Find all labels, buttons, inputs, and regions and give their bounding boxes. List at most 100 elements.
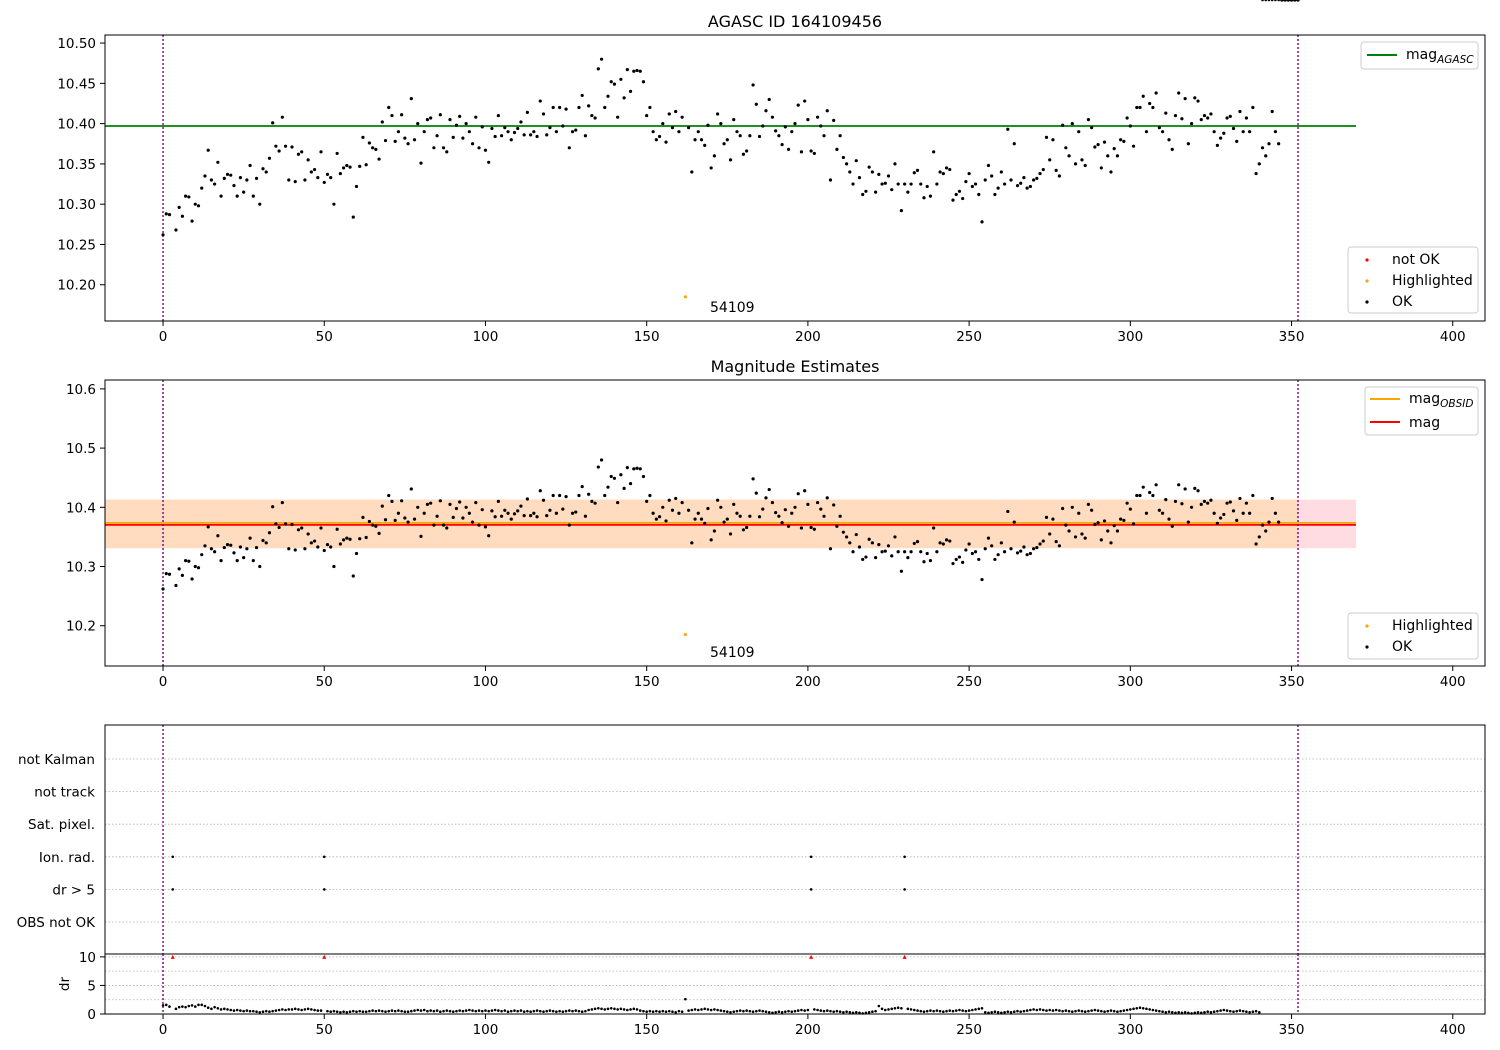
panel1-ok-point xyxy=(912,171,916,175)
panel2-ok-point xyxy=(654,517,658,521)
panel1-ok-point xyxy=(951,198,955,202)
panel4-dr-point xyxy=(516,1009,520,1013)
panel4-dr-point xyxy=(429,1009,432,1012)
panel2-ok-point xyxy=(403,516,407,520)
panel4-dr-point xyxy=(629,1008,632,1011)
panel1-ok-point xyxy=(1122,139,1126,143)
panel1-ok-point xyxy=(638,69,642,73)
panel4-dr-point xyxy=(774,1010,777,1014)
panel2-ok-point xyxy=(425,502,430,506)
panel1-ok-point xyxy=(748,134,752,138)
panel4-dr-point xyxy=(964,1009,968,1013)
panel1-ok-point xyxy=(1022,175,1026,180)
panel4-dr-point xyxy=(303,1008,307,1011)
panel2-ok-point xyxy=(1170,524,1174,528)
panel4-dr-point xyxy=(397,1009,400,1012)
panel4-dr-point xyxy=(758,1009,761,1012)
panel2-ok-point xyxy=(757,515,762,519)
panel1-ok-point xyxy=(222,176,226,181)
panel1-ok-point xyxy=(844,162,849,166)
panel4-dr-point xyxy=(200,1003,204,1007)
panel1-ok-point xyxy=(316,175,320,180)
panel1-ok-point xyxy=(980,220,984,224)
panel2-ok-point xyxy=(999,541,1003,545)
panel1-ok-point xyxy=(503,126,507,130)
panel1-ok-point xyxy=(1138,105,1142,110)
panel4-dr-point xyxy=(1296,0,1300,2)
panel4-dr-point xyxy=(912,1008,916,1012)
panel2-xtick-label: 50 xyxy=(316,674,333,690)
panel4-dr-point xyxy=(603,1008,607,1011)
panel4-dr-point xyxy=(219,1008,223,1011)
panel1-ok-point xyxy=(1264,154,1268,158)
panel4-dr-point xyxy=(874,1009,877,1013)
panel1-ok-point xyxy=(632,69,636,73)
panel2-ok-point xyxy=(499,514,504,518)
panel4-dr-point xyxy=(1216,1009,1219,1013)
panel2-ok-point xyxy=(1106,529,1110,533)
panel4-dr-point xyxy=(274,1009,278,1012)
panel1-ok-point xyxy=(1025,186,1029,190)
panel4-dr-point xyxy=(1251,1010,1255,1014)
panel2-ok-point xyxy=(400,499,404,503)
panel1-ok-point xyxy=(728,158,733,162)
panel2-ok-point xyxy=(583,514,588,518)
panel1-ok-point xyxy=(722,142,726,146)
panel2-ok-point xyxy=(1173,499,1178,503)
panel4-dr-point xyxy=(674,1010,678,1014)
panel1-ok-point xyxy=(674,109,678,114)
panel2-xtick-label: 200 xyxy=(795,674,821,690)
panel1-ok-point xyxy=(651,130,655,134)
panel1-ok-point xyxy=(657,134,662,139)
panel4-dr-point xyxy=(738,1009,742,1012)
panel2-ok-point xyxy=(696,511,700,515)
panel4-dr-point xyxy=(542,1010,545,1014)
panel2-ok-point xyxy=(177,567,181,571)
panel4-dr-point xyxy=(1170,1010,1174,1014)
panel4-dr-point xyxy=(780,1010,784,1014)
panel1-ok-point xyxy=(519,120,523,124)
panel2-ok-point xyxy=(529,513,533,518)
panel2-ok-point xyxy=(161,587,165,591)
panel4-dr-point xyxy=(1257,1010,1261,1014)
panel2-legend-top: magOBSID mag xyxy=(1364,386,1479,436)
panel2-ok-point xyxy=(519,504,523,508)
panel4-dr-point xyxy=(951,1009,955,1013)
panel2-ok-point xyxy=(635,466,639,470)
panel1-ok-point xyxy=(406,142,410,146)
panel4-dr-point xyxy=(764,1010,768,1014)
panel1-ok-point xyxy=(283,144,288,148)
panel2-ok-point xyxy=(1035,545,1039,550)
panel4-dr-point xyxy=(729,1010,732,1014)
panel4-dr-point xyxy=(1177,1010,1180,1014)
panel1-ok-point xyxy=(309,170,313,174)
panel2-ok-point xyxy=(603,493,607,498)
panel2-ok-point xyxy=(706,506,710,511)
panel2-ok-point xyxy=(377,531,381,535)
panel1-ok-point xyxy=(793,122,797,126)
panel1-ok-point xyxy=(1141,94,1145,98)
panel4-dr-point xyxy=(829,1009,832,1013)
panel1-ok-point xyxy=(245,178,249,182)
panel4-dr-point xyxy=(793,1009,797,1013)
panel4-dr-point xyxy=(252,1009,255,1013)
panel2-ok-point xyxy=(383,518,388,522)
panel1-ok-point xyxy=(709,166,713,170)
panel2-xtick-label: 400 xyxy=(1440,674,1466,690)
panel4-dr-point xyxy=(310,1008,313,1011)
panel2-ok-point xyxy=(1083,536,1087,540)
panel2-ok-point xyxy=(793,505,797,509)
panel1-ok-point xyxy=(825,109,829,113)
panel4-dr-point xyxy=(961,1009,964,1012)
panel1-ok-point xyxy=(1106,154,1110,158)
panel2-ok-point xyxy=(764,496,768,500)
panel1-ok-point xyxy=(577,105,581,110)
panel4-dr-point xyxy=(700,1008,703,1011)
panel4-dr-point xyxy=(497,1009,500,1012)
panel4-dr-point xyxy=(197,1003,200,1007)
panel1-ok-point xyxy=(264,170,268,174)
legend-notok-label: not OK xyxy=(1392,252,1440,268)
panel4-dr-point xyxy=(448,1009,452,1013)
panel4-dr-point xyxy=(761,1009,765,1013)
panel2-ok-point xyxy=(651,511,655,515)
